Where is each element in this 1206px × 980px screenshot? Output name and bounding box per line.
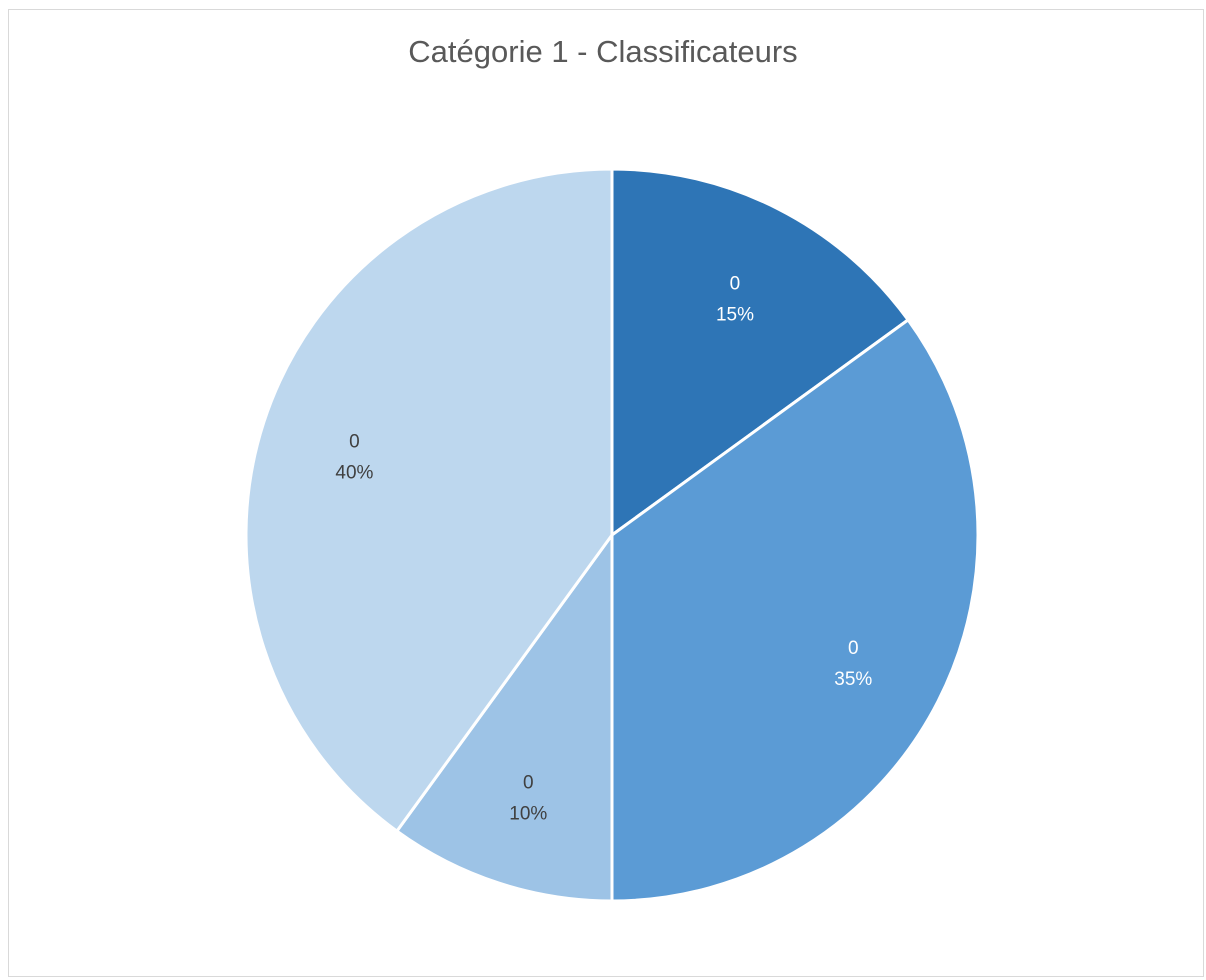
slice-percent-label-1: 15% — [716, 305, 754, 326]
slice-value-label-2: 0 — [848, 638, 859, 659]
slice-value-label-1: 0 — [730, 274, 741, 295]
slice-percent-label-4: 40% — [335, 462, 373, 483]
slice-percent-label-2: 35% — [834, 669, 872, 690]
pie-slices — [246, 169, 978, 901]
slice-value-label-3: 0 — [523, 773, 534, 794]
slice-percent-label-3: 10% — [509, 804, 547, 825]
slice-value-label-4: 0 — [349, 431, 360, 452]
